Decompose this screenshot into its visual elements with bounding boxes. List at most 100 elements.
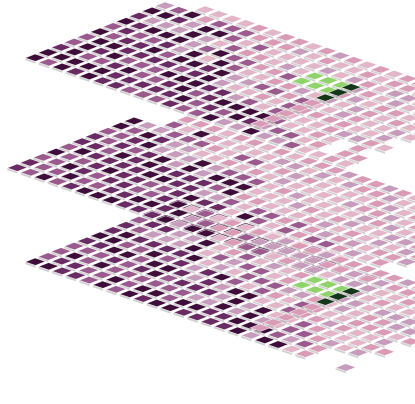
tile: [86, 181, 109, 190]
tile-edge: [317, 61, 328, 67]
tile-edge: [237, 266, 248, 273]
tile-highlight: [304, 285, 327, 294]
tile: [158, 89, 181, 98]
tile: [316, 260, 339, 269]
tile: [411, 111, 415, 115]
tile: [385, 323, 408, 332]
tile: [155, 31, 178, 40]
tile: [223, 63, 246, 72]
tile-edge: [241, 131, 252, 138]
tile: [352, 185, 375, 194]
tile: [99, 176, 122, 185]
tile-edge: [266, 305, 277, 312]
tile-edge: [329, 239, 340, 245]
tile-edge: [155, 15, 166, 22]
tile-edge: [244, 142, 255, 149]
tile: [197, 278, 220, 287]
tile: [251, 82, 274, 91]
tile: [210, 69, 233, 78]
tile-edge: [131, 55, 142, 62]
tile: [104, 265, 127, 274]
tile: [77, 266, 100, 275]
tile-edge: [38, 52, 49, 59]
tile: [238, 292, 261, 301]
tile: [45, 157, 68, 166]
tile: [278, 92, 301, 101]
tile-edge: [400, 331, 411, 338]
tile-edge: [357, 74, 368, 81]
tile: [46, 167, 69, 176]
tile: [142, 230, 165, 239]
tile: [118, 85, 141, 94]
tile-edge: [327, 209, 338, 216]
tile: [313, 200, 336, 209]
tile-edge: [209, 24, 220, 31]
tile-edge: [265, 295, 276, 302]
tile: [145, 299, 168, 308]
tile: [271, 167, 294, 176]
tile-edge: [7, 167, 18, 174]
tile-edge: [307, 338, 318, 345]
tile-edge: [347, 138, 358, 145]
tile: [169, 249, 192, 258]
tile-edge: [224, 68, 235, 74]
tile-edge: [47, 171, 58, 178]
tile-edge: [65, 61, 76, 68]
tile-edge: [153, 169, 164, 176]
tile-edge: [65, 71, 76, 78]
tile-edge: [396, 262, 407, 268]
tile: [105, 81, 128, 90]
tile-edge: [165, 154, 176, 161]
tile: [137, 131, 160, 140]
tile-highlight: [303, 275, 326, 284]
tile-edge: [335, 153, 346, 160]
tile-edge: [238, 72, 249, 79]
tile: [159, 99, 182, 108]
tile-edge: [38, 62, 49, 69]
tile-edge: [173, 312, 184, 319]
tile-edge: [395, 242, 406, 249]
tile: [356, 264, 379, 273]
tile: [71, 137, 94, 146]
tile-edge: [265, 91, 276, 98]
tile-edge: [274, 210, 285, 217]
tile-dark-green: [314, 297, 337, 306]
tile: [91, 66, 114, 75]
tile-edge: [184, 268, 195, 274]
tile-edge: [240, 315, 251, 322]
tile-edge: [64, 52, 75, 58]
tile-edge: [213, 112, 224, 119]
tile-edge: [114, 185, 125, 191]
tile: [222, 44, 245, 53]
tile-dark-green: [340, 83, 363, 92]
tile: [234, 223, 257, 232]
tile-edge: [104, 46, 115, 53]
tile: [180, 194, 203, 203]
tile-edge: [302, 229, 313, 236]
tile: [373, 134, 396, 143]
tile-edge: [118, 264, 129, 271]
tile: [182, 30, 205, 39]
tile-edge: [369, 252, 380, 259]
tile: [117, 66, 140, 75]
tile-edge: [138, 135, 149, 142]
tile-edge: [225, 77, 236, 84]
tile: [351, 175, 374, 184]
tile: [383, 274, 406, 283]
tile: [71, 147, 94, 156]
tile: [91, 76, 114, 85]
tile: [263, 271, 286, 280]
tile-edge: [186, 297, 197, 304]
tile: [166, 179, 189, 188]
tile: [219, 178, 242, 187]
tile: [234, 212, 257, 221]
tile: [300, 215, 323, 224]
tile-edge: [177, 119, 188, 126]
tile-edge: [357, 269, 368, 275]
tile: [132, 90, 155, 99]
tile: [333, 334, 356, 343]
tile: [332, 110, 355, 119]
tile: [142, 36, 165, 45]
tile-edge: [330, 259, 341, 266]
